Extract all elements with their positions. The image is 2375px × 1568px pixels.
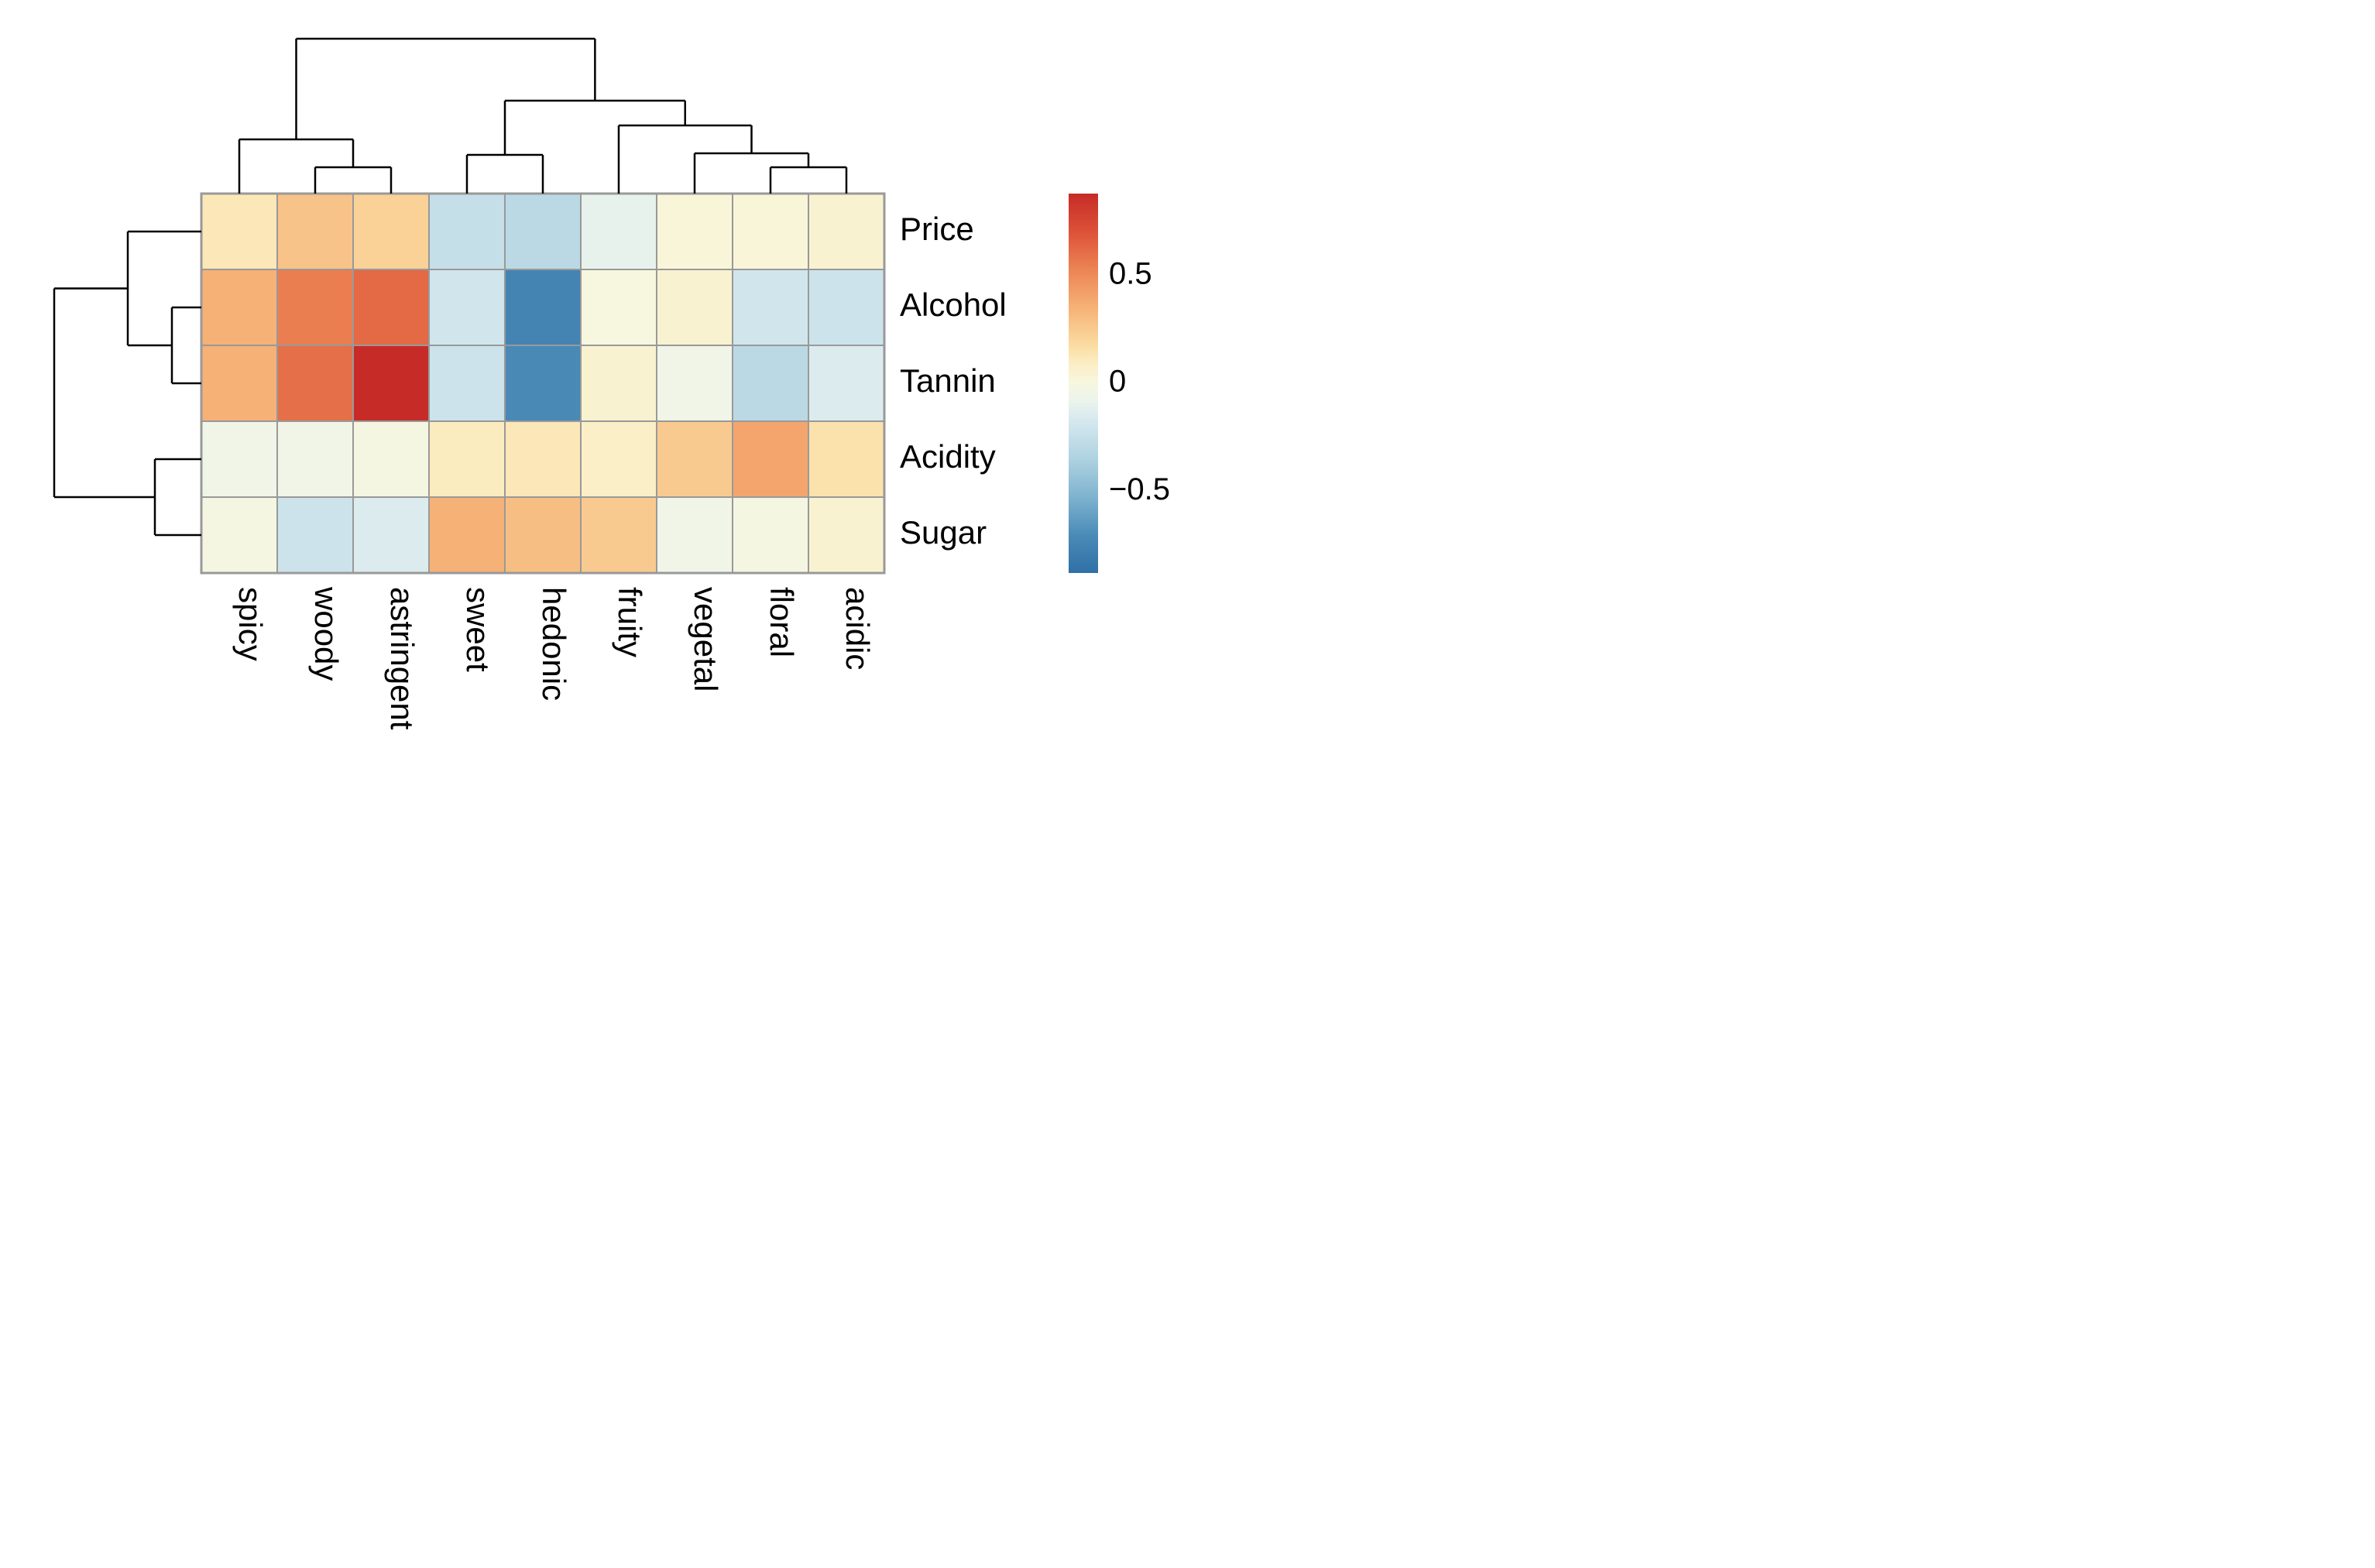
- colorbar: [1069, 194, 1098, 573]
- heatmap-cell: [581, 421, 657, 497]
- col-label: vegetal: [688, 587, 724, 691]
- heatmap-cell: [808, 194, 884, 269]
- row-dendrogram: [54, 232, 201, 535]
- heatmap-cell: [201, 345, 277, 421]
- heatmap-cell: [201, 269, 277, 345]
- heatmap-cell: [353, 194, 429, 269]
- col-label: acidic: [839, 587, 876, 670]
- col-label: fruity: [612, 587, 648, 657]
- heatmap-cell: [353, 421, 429, 497]
- colorbar-tick-label: 0: [1109, 365, 1126, 399]
- heatmap-cell: [429, 421, 505, 497]
- heatmap-cell: [657, 194, 733, 269]
- heatmap-cell: [733, 421, 808, 497]
- col-label: astringent: [384, 587, 420, 730]
- heatmap-cell: [277, 497, 353, 573]
- heatmap-cell: [277, 421, 353, 497]
- col-label: sweet: [460, 587, 496, 672]
- row-label: Tannin: [900, 362, 996, 399]
- row-label: Sugar: [900, 514, 987, 551]
- heatmap-cell: [505, 269, 581, 345]
- row-label: Alcohol: [900, 286, 1007, 323]
- heatmap-cell: [733, 345, 808, 421]
- heatmap-cell: [581, 345, 657, 421]
- col-label: hedonic: [536, 587, 572, 701]
- heatmap-cell: [505, 421, 581, 497]
- heatmap-cell: [505, 194, 581, 269]
- heatmap-cell: [429, 345, 505, 421]
- heatmap-cell: [505, 497, 581, 573]
- col-label: floral: [764, 587, 800, 657]
- heatmap-cell: [808, 269, 884, 345]
- heatmap-cell: [429, 194, 505, 269]
- colorbar-tick-label: 0.5: [1109, 256, 1152, 290]
- colorbar-tick-label: −0.5: [1109, 472, 1170, 506]
- heatmap-cell: [505, 345, 581, 421]
- heatmap-cell: [733, 194, 808, 269]
- heatmap-cell: [581, 497, 657, 573]
- heatmap-cell: [657, 497, 733, 573]
- row-label: Acidity: [900, 438, 996, 475]
- heatmap-cell: [581, 269, 657, 345]
- heatmap-cell: [277, 194, 353, 269]
- col-dendrogram: [239, 39, 846, 194]
- heatmap-cell: [657, 345, 733, 421]
- heatmap-cell: [277, 345, 353, 421]
- heatmap-cell: [429, 497, 505, 573]
- heatmap-grid: [201, 194, 884, 573]
- heatmap-cell: [201, 421, 277, 497]
- heatmap-cell: [201, 497, 277, 573]
- heatmap-cell: [429, 269, 505, 345]
- heatmap-cell: [733, 497, 808, 573]
- heatmap-cell: [353, 269, 429, 345]
- heatmap-cell: [657, 269, 733, 345]
- heatmap-cell: [277, 269, 353, 345]
- heatmap-cell: [581, 194, 657, 269]
- heatmap-cell: [808, 497, 884, 573]
- heatmap-cell: [733, 269, 808, 345]
- heatmap-cell: [808, 345, 884, 421]
- heatmap-cell: [657, 421, 733, 497]
- heatmap-cell: [808, 421, 884, 497]
- heatmap-cell: [353, 345, 429, 421]
- heatmap-cell: [353, 497, 429, 573]
- row-label: Price: [900, 211, 974, 247]
- heatmap-cell: [201, 194, 277, 269]
- clustered-heatmap: Price Alcohol Tannin Acidity Sugar spicy woody…: [31, 31, 1193, 805]
- col-label: woody: [308, 586, 345, 681]
- heatmap-svg: Price Alcohol Tannin Acidity Sugar spicy woody…: [31, 31, 1193, 805]
- col-label: spicy: [232, 587, 269, 661]
